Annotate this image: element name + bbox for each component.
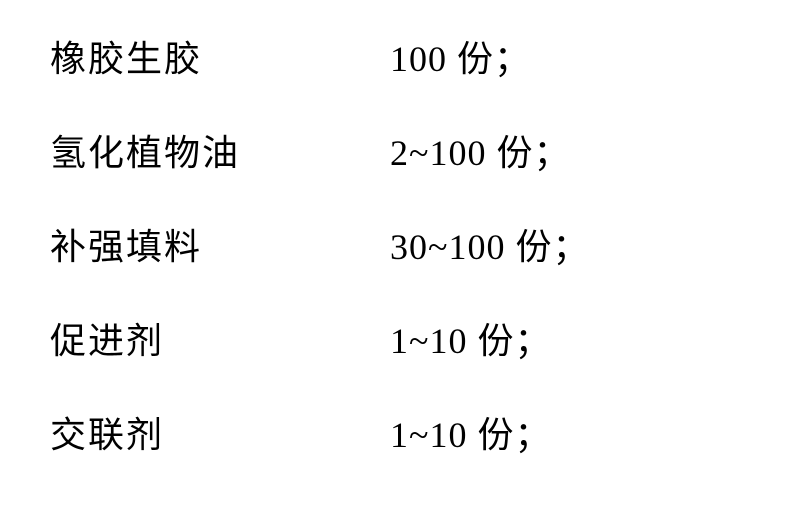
ingredient-label: 补强填料 bbox=[50, 218, 390, 270]
table-row: 交联剂 1~10 份； bbox=[50, 406, 756, 458]
ingredient-label: 交联剂 bbox=[50, 406, 390, 458]
table-row: 橡胶生胶 100 份； bbox=[50, 30, 756, 82]
ingredient-label: 橡胶生胶 bbox=[50, 30, 390, 82]
table-row: 氢化植物油 2~100 份； bbox=[50, 124, 756, 176]
ingredient-label: 促进剂 bbox=[50, 312, 390, 364]
ingredient-value: 1~10 份； bbox=[390, 406, 551, 458]
ingredient-label: 氢化植物油 bbox=[50, 124, 390, 176]
ingredient-value: 1~10 份； bbox=[390, 312, 551, 364]
ingredient-value: 30~100 份； bbox=[390, 218, 589, 270]
table-row: 补强填料 30~100 份； bbox=[50, 218, 756, 270]
ingredient-value: 2~100 份； bbox=[390, 124, 570, 176]
ingredient-value: 100 份； bbox=[390, 30, 531, 82]
table-row: 促进剂 1~10 份； bbox=[50, 312, 756, 364]
ingredient-list: 橡胶生胶 100 份； 氢化植物油 2~100 份； 补强填料 30~100 份… bbox=[50, 30, 756, 458]
